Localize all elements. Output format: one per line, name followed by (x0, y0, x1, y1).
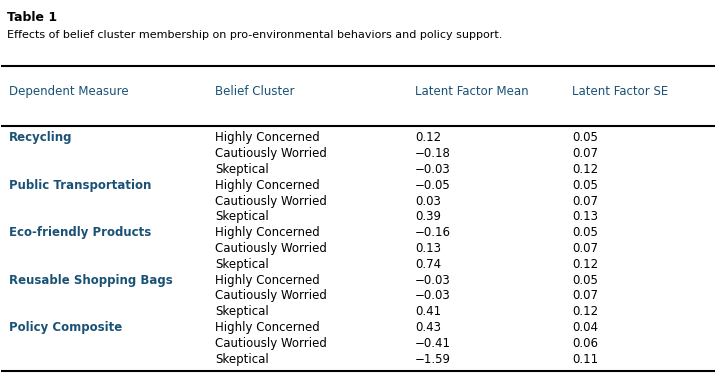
Text: Cautiously Worried: Cautiously Worried (216, 242, 327, 255)
Text: 0.11: 0.11 (572, 353, 598, 366)
Text: 0.05: 0.05 (572, 274, 598, 287)
Text: Dependent Measure: Dependent Measure (9, 86, 128, 98)
Text: Cautiously Worried: Cautiously Worried (216, 337, 327, 350)
Text: Public Transportation: Public Transportation (9, 179, 151, 192)
Text: Cautiously Worried: Cautiously Worried (216, 195, 327, 207)
Text: −0.03: −0.03 (415, 274, 451, 287)
Text: Latent Factor Mean: Latent Factor Mean (415, 86, 528, 98)
Text: 0.07: 0.07 (572, 147, 598, 160)
Text: −1.59: −1.59 (415, 353, 451, 366)
Text: Cautiously Worried: Cautiously Worried (216, 290, 327, 302)
Text: 0.03: 0.03 (415, 195, 441, 207)
Text: 0.07: 0.07 (572, 195, 598, 207)
Text: −0.05: −0.05 (415, 179, 451, 192)
Text: 0.43: 0.43 (415, 321, 441, 334)
Text: 0.13: 0.13 (415, 242, 441, 255)
Text: Skeptical: Skeptical (216, 353, 269, 366)
Text: Recycling: Recycling (9, 131, 72, 144)
Text: Reusable Shopping Bags: Reusable Shopping Bags (9, 274, 173, 287)
Text: 0.07: 0.07 (572, 242, 598, 255)
Text: 0.06: 0.06 (572, 337, 598, 350)
Text: Cautiously Worried: Cautiously Worried (216, 147, 327, 160)
Text: 0.05: 0.05 (572, 131, 598, 144)
Text: Table 1: Table 1 (7, 11, 57, 24)
Text: Belief Cluster: Belief Cluster (216, 86, 295, 98)
Text: 0.04: 0.04 (572, 321, 598, 334)
Text: −0.41: −0.41 (415, 337, 451, 350)
Text: Highly Concerned: Highly Concerned (216, 274, 320, 287)
Text: Skeptical: Skeptical (216, 211, 269, 223)
Text: 0.12: 0.12 (415, 131, 441, 144)
Text: Effects of belief cluster membership on pro-environmental behaviors and policy s: Effects of belief cluster membership on … (7, 30, 503, 40)
Text: 0.74: 0.74 (415, 258, 441, 271)
Text: Skeptical: Skeptical (216, 163, 269, 176)
Text: −0.16: −0.16 (415, 226, 451, 239)
Text: 0.39: 0.39 (415, 211, 441, 223)
Text: Policy Composite: Policy Composite (9, 321, 122, 334)
Text: Highly Concerned: Highly Concerned (216, 226, 320, 239)
Text: Latent Factor SE: Latent Factor SE (572, 86, 668, 98)
Text: Highly Concerned: Highly Concerned (216, 179, 320, 192)
Text: −0.18: −0.18 (415, 147, 451, 160)
Text: Highly Concerned: Highly Concerned (216, 131, 320, 144)
Text: Skeptical: Skeptical (216, 305, 269, 318)
Text: 0.05: 0.05 (572, 226, 598, 239)
Text: Eco-friendly Products: Eco-friendly Products (9, 226, 151, 239)
Text: 0.12: 0.12 (572, 305, 598, 318)
Text: −0.03: −0.03 (415, 290, 451, 302)
Text: 0.12: 0.12 (572, 258, 598, 271)
Text: Skeptical: Skeptical (216, 258, 269, 271)
Text: −0.03: −0.03 (415, 163, 451, 176)
Text: 0.05: 0.05 (572, 179, 598, 192)
Text: 0.41: 0.41 (415, 305, 441, 318)
Text: Highly Concerned: Highly Concerned (216, 321, 320, 334)
Text: 0.13: 0.13 (572, 211, 598, 223)
Text: 0.12: 0.12 (572, 163, 598, 176)
Text: 0.07: 0.07 (572, 290, 598, 302)
